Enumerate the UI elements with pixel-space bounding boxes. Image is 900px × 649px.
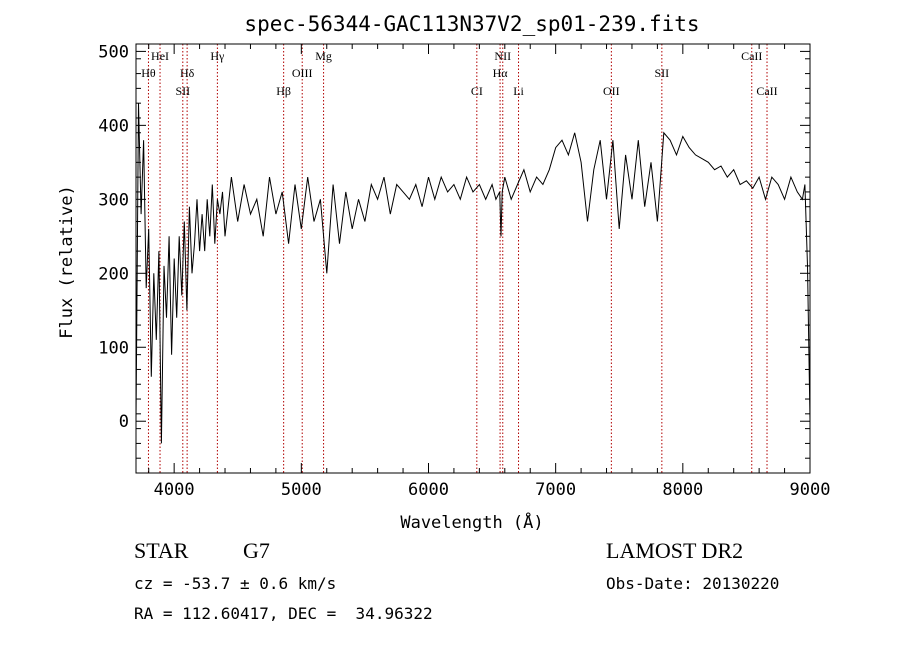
x-tick-label: 5000 bbox=[281, 480, 322, 500]
y-tick-label: 100 bbox=[98, 338, 129, 358]
x-tick-label: 4000 bbox=[154, 480, 195, 500]
x-axis: 4000 5000 6000 7000 8000 9000 bbox=[148, 44, 831, 500]
line-marker-label: CI bbox=[471, 84, 483, 98]
line-marker-label: Li bbox=[513, 84, 524, 98]
y-axis: 0 100 200 300 400 500 bbox=[98, 42, 810, 459]
spectrum-series-line bbox=[135, 103, 811, 444]
y-axis-label: Flux (relative) bbox=[57, 185, 77, 339]
y-tick-label: 0 bbox=[119, 412, 129, 432]
line-marker-label: OIII bbox=[292, 66, 313, 80]
line-marker-label: Hθ bbox=[141, 66, 156, 80]
x-axis-label: Wavelength (Å) bbox=[400, 511, 543, 533]
y-tick-label: 400 bbox=[98, 116, 129, 136]
line-marker-label: SII bbox=[175, 84, 190, 98]
x-tick-label: 8000 bbox=[662, 480, 703, 500]
obs-date: Obs-Date: 20130220 bbox=[606, 574, 780, 593]
line-marker-label: NII bbox=[494, 49, 511, 63]
ra-dec: RA = 112.60417, DEC = 34.96322 bbox=[134, 604, 433, 623]
y-tick-label: 300 bbox=[98, 190, 129, 210]
line-marker-label: CaII bbox=[756, 84, 777, 98]
x-tick-label: 6000 bbox=[408, 480, 449, 500]
x-tick-label: 9000 bbox=[790, 480, 831, 500]
object-subclass: G7 bbox=[243, 538, 270, 563]
y-tick-label: 500 bbox=[98, 42, 129, 62]
object-class: STAR bbox=[134, 538, 189, 563]
line-marker-label: Hβ bbox=[276, 84, 291, 98]
line-marker-label: Hδ bbox=[180, 66, 195, 80]
line-marker-label: Mg bbox=[315, 49, 332, 63]
chart-title: spec-56344-GAC113N37V2_sp01-239.fits bbox=[244, 12, 699, 36]
survey-name: LAMOST DR2 bbox=[606, 538, 744, 563]
line-marker-label: Hγ bbox=[210, 49, 225, 63]
line-marker-label: CaII bbox=[741, 49, 762, 63]
y-tick-label: 200 bbox=[98, 264, 129, 284]
plot-frame bbox=[135, 43, 811, 474]
line-marker-label: HeI bbox=[151, 49, 169, 63]
line-marker-label: OII bbox=[603, 84, 620, 98]
line-marker-label: SII bbox=[655, 66, 670, 80]
line-marker-label: Hα bbox=[493, 66, 509, 80]
redshift-cz: cz = -53.7 ± 0.6 km/s bbox=[134, 574, 337, 593]
x-tick-label: 7000 bbox=[535, 480, 576, 500]
